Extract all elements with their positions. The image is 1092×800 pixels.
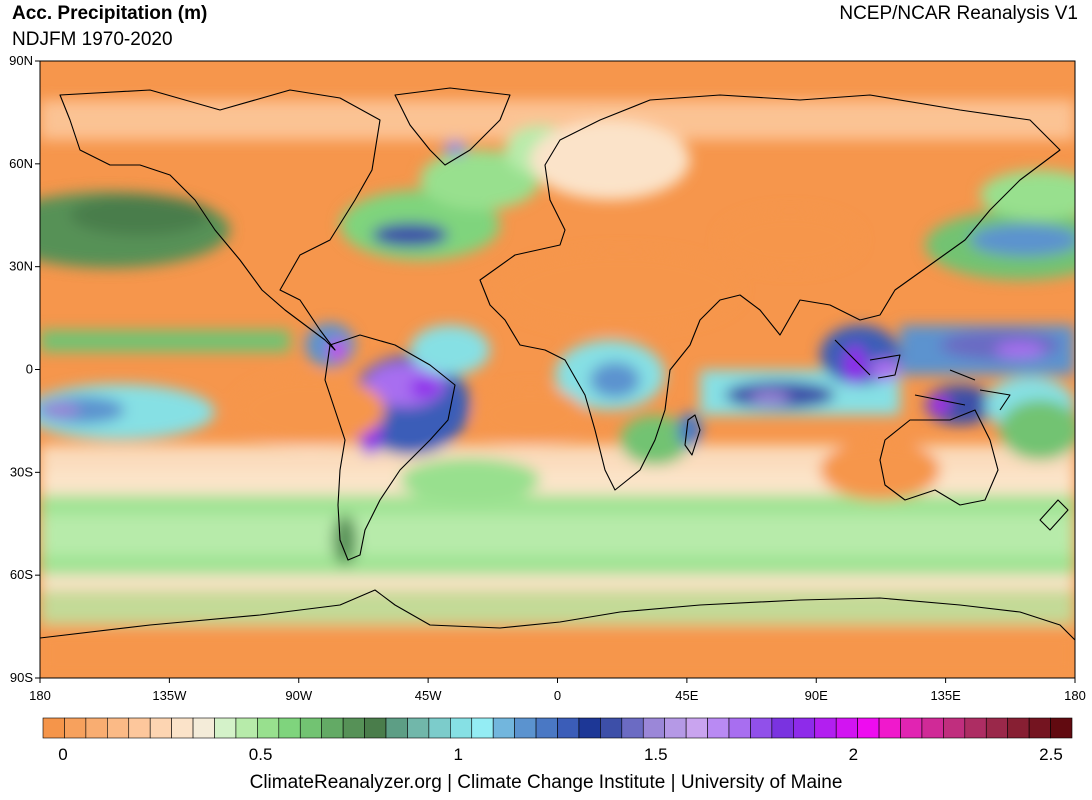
colorbar-swatch (299, 717, 322, 739)
colorbar-swatch (149, 717, 172, 739)
colorbar-swatch (835, 717, 858, 739)
colorbar-swatch (364, 717, 387, 739)
colorbar-tick-label: 0.5 (249, 745, 273, 764)
colorbar-swatch (642, 717, 665, 739)
lat-tick-label: 60N (9, 156, 33, 171)
map-title: Acc. Precipitation (m) (12, 3, 208, 24)
lon-tick-label: 135E (930, 688, 961, 703)
colorbar-swatch (492, 717, 515, 739)
lat-tick-label: 30N (9, 259, 33, 274)
colorbar-swatch (1007, 717, 1030, 739)
lat-tick-label: 60S (10, 567, 33, 582)
colorbar-tick-label: 2.5 (1039, 745, 1063, 764)
colorbar-swatch (685, 717, 708, 739)
map-panel (40, 61, 1075, 678)
colorbar-tick-labels: 0 0.5 1 1.5 2 2.5 (58, 745, 1063, 764)
colorbar-tick-label: 1.5 (644, 745, 668, 764)
colorbar-swatch (985, 717, 1008, 739)
colorbar-swatch (857, 717, 880, 739)
colorbar-tick-label: 2 (849, 745, 858, 764)
colorbar-swatch (42, 717, 65, 739)
colorbar-tick-label: 0 (58, 745, 67, 764)
colorbar-swatch (214, 717, 237, 739)
colorbar-swatch (385, 717, 408, 739)
colorbar-swatch (128, 717, 151, 739)
lon-tick-label: 180 (1064, 688, 1086, 703)
lat-tick-label: 0 (26, 362, 33, 377)
map-subtitle: NDJFM 1970-2020 (12, 29, 173, 50)
data-source-label: NCEP/NCAR Reanalysis V1 (839, 3, 1078, 24)
colorbar-swatch (278, 717, 301, 739)
antarctica-coastline (40, 589, 1075, 641)
indonesia-coastline (834, 339, 1011, 411)
lon-tick-label: 45E (675, 688, 698, 703)
lon-tick-label: 45W (415, 688, 442, 703)
colorbar-swatch (771, 717, 794, 739)
lon-tick-label: 180 (29, 688, 51, 703)
colorbar-swatch (793, 717, 816, 739)
colorbar-swatch (728, 717, 751, 739)
madagascar-coastline (684, 414, 701, 456)
colorbar-swatch (900, 717, 923, 739)
new-zealand-coastline (1039, 499, 1069, 531)
lon-tick-label: 90E (805, 688, 828, 703)
colorbar-swatch (1028, 717, 1051, 739)
colorbar-swatch (321, 717, 344, 739)
south-america-coastline (324, 334, 456, 561)
colorbar-swatch (943, 717, 966, 739)
colorbar-swatch (1050, 717, 1073, 739)
colorbar-swatch (600, 717, 623, 739)
colorbar-swatch (342, 717, 365, 739)
colorbar-swatch (921, 717, 944, 739)
colorbar-swatch (471, 717, 494, 739)
colorbar (42, 717, 1073, 739)
footer-credits: ClimateReanalyzer.org | Climate Change I… (249, 772, 843, 793)
colorbar-swatch (707, 717, 730, 739)
coastlines (40, 87, 1075, 641)
colorbar-swatch (192, 717, 215, 739)
lon-tick-label: 90W (285, 688, 312, 703)
colorbar-swatch (64, 717, 87, 739)
north-america-coastline (59, 89, 381, 351)
colorbar-swatch (171, 717, 194, 739)
latitude-axis: 90N 60N 30N 0 30S 60S 90S (9, 53, 40, 685)
colorbar-swatch (257, 717, 280, 739)
longitude-axis: 180 135W 90W 45W 0 45E 90E 135E 180 (29, 678, 1086, 703)
colorbar-swatch (578, 717, 601, 739)
colorbar-swatch (664, 717, 687, 739)
colorbar-swatch (107, 717, 130, 739)
colorbar-swatch (428, 717, 451, 739)
lon-tick-label: 0 (554, 688, 561, 703)
colorbar-swatch (621, 717, 644, 739)
lon-tick-label: 135W (152, 688, 187, 703)
colorbar-swatch (557, 717, 580, 739)
precipitation-field (40, 100, 1075, 678)
colorbar-swatch (814, 717, 837, 739)
greenland-coastline (394, 87, 511, 166)
colorbar-tick-label: 1 (453, 745, 462, 764)
colorbar-swatch (878, 717, 901, 739)
lat-tick-label: 90S (10, 670, 33, 685)
colorbar-swatch (85, 717, 108, 739)
lat-tick-label: 90N (9, 53, 33, 68)
colorbar-swatch (535, 717, 558, 739)
colorbar-swatch (407, 717, 430, 739)
australia-coastline (879, 409, 999, 506)
colorbar-swatch (750, 717, 773, 739)
colorbar-swatch (514, 717, 537, 739)
africa-europe-asia-coastline (479, 94, 1061, 491)
colorbar-swatch (450, 717, 473, 739)
colorbar-swatch (964, 717, 987, 739)
lat-tick-label: 30S (10, 464, 33, 479)
colorbar-swatch (235, 717, 258, 739)
